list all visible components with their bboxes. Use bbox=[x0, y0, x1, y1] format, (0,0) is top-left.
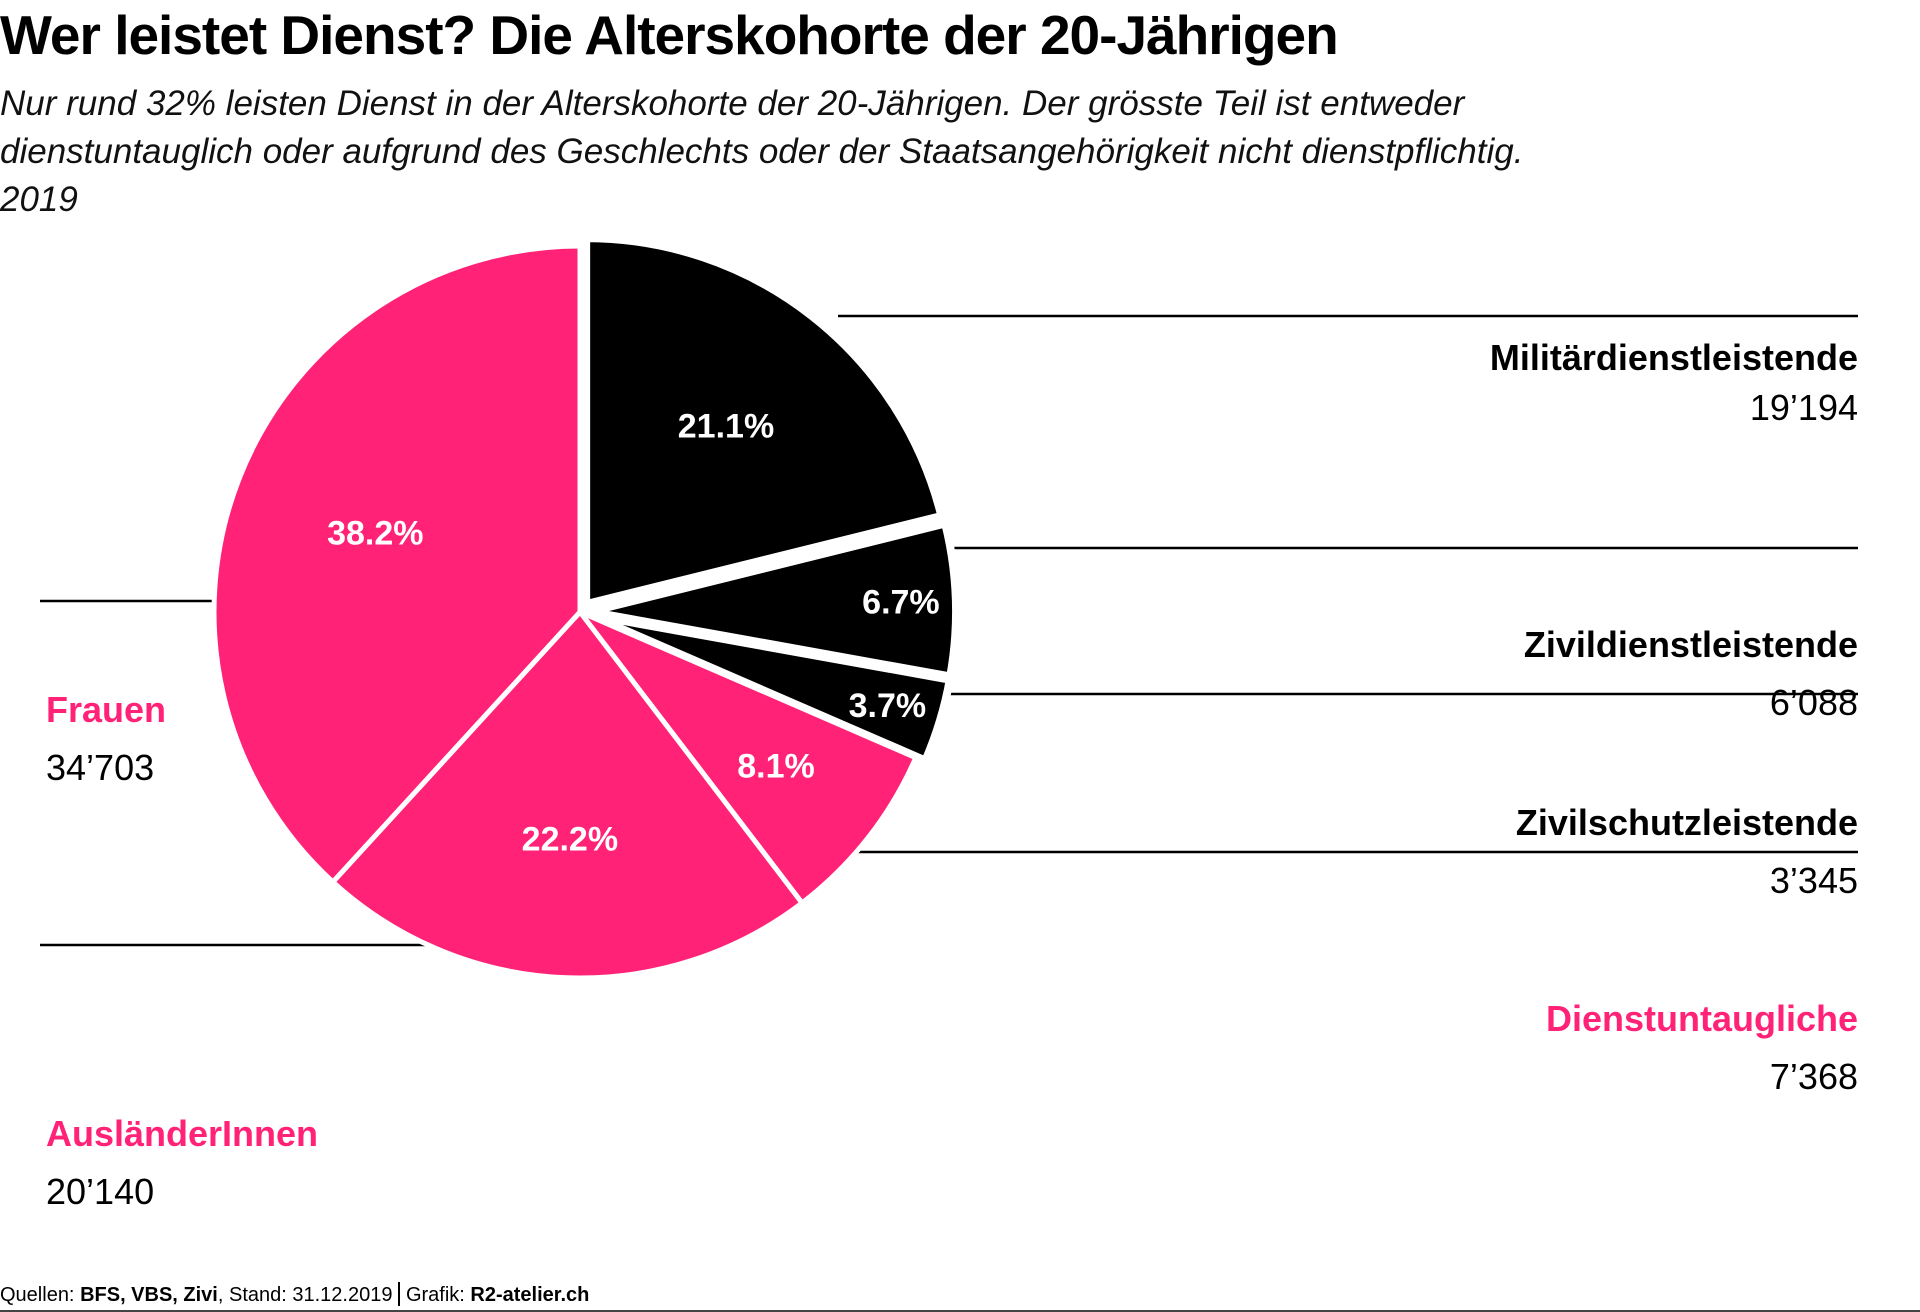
chart-subtitle: Nur rund 32% leisten Dienst in der Alter… bbox=[0, 80, 1900, 224]
pie-slice-4 bbox=[329, 608, 806, 981]
percent-label-2: 3.7% bbox=[849, 687, 927, 725]
footer-rule bbox=[0, 1310, 1920, 1312]
footer-separator bbox=[398, 1282, 400, 1306]
slice-name-dienstuntaugliche: Dienstuntaugliche bbox=[1545, 998, 1858, 1039]
subtitle-line: 2019 bbox=[0, 180, 78, 219]
subtitle-line: dienstuntauglich oder aufgrund des Gesch… bbox=[0, 132, 1524, 171]
pie-slice-1 bbox=[589, 518, 960, 682]
slice-name-frauen: Frauen bbox=[46, 689, 167, 730]
slice-name-zivildienst: Zivildienstleistende bbox=[1523, 624, 1858, 665]
stand-date: , Stand: 31.12.2019 bbox=[217, 1284, 393, 1306]
slice-value-militaer: 19’194 bbox=[1749, 387, 1858, 428]
label-auslaender: AusländerInnen 20’140 bbox=[46, 1112, 318, 1214]
sources-prefix: Quellen: bbox=[0, 1284, 81, 1306]
pie-slice-2 bbox=[587, 610, 955, 766]
pie-slice-3 bbox=[572, 605, 920, 907]
percent-label-0: 21.1% bbox=[678, 407, 774, 445]
sources: BFS, VBS, Zivi bbox=[80, 1284, 218, 1306]
percent-label-1: 6.7% bbox=[862, 584, 940, 622]
pie-slice-0 bbox=[582, 234, 947, 610]
label-dienstuntaugliche: Dienstuntaugliche 7’368 bbox=[1546, 997, 1858, 1099]
slice-value-frauen: 34’703 bbox=[46, 747, 155, 788]
slice-value-dienstuntaugliche: 7’368 bbox=[1769, 1056, 1858, 1097]
slice-name-auslaender: AusländerInnen bbox=[46, 1113, 319, 1154]
slice-value-zivildienst: 6’088 bbox=[1769, 682, 1858, 723]
label-frauen: Frauen 34’703 bbox=[46, 688, 166, 790]
label-zivildienst: Zivildienstleistende 6’088 bbox=[1524, 623, 1858, 725]
slice-name-militaer: Militärdienstleistende bbox=[1489, 337, 1858, 378]
percent-label-3: 8.1% bbox=[737, 747, 815, 785]
grafik-credit: R2-atelier.ch bbox=[470, 1284, 590, 1306]
slice-name-zivilschutz: Zivilschutzleistende bbox=[1515, 802, 1858, 843]
slice-value-auslaender: 20’140 bbox=[46, 1171, 155, 1212]
chart-title: Wer leistet Dienst? Die Alterskohorte de… bbox=[0, 4, 1339, 66]
grafik-prefix: Grafik: bbox=[405, 1284, 471, 1306]
subtitle-line: Nur rund 32% leisten Dienst in der Alter… bbox=[0, 84, 1465, 123]
slice-value-zivilschutz: 3’345 bbox=[1769, 860, 1858, 901]
percent-labels: 21.1% 6.7% 3.7% 8.1% 22.2% 38.2% bbox=[327, 407, 940, 858]
label-zivilschutz: Zivilschutzleistende 3’345 bbox=[1516, 801, 1858, 903]
label-militaer: Militärdienstleistende 19’194 bbox=[1490, 336, 1858, 430]
percent-label-5: 38.2% bbox=[327, 514, 423, 552]
leader-lines bbox=[40, 314, 1858, 947]
pie-slices bbox=[211, 234, 960, 981]
footer-credits: Quellen: BFS, VBS, Zivi, Stand: 31.12.20… bbox=[0, 1282, 589, 1307]
percent-label-4: 22.2% bbox=[522, 821, 618, 859]
pie-slice-5 bbox=[211, 243, 583, 886]
